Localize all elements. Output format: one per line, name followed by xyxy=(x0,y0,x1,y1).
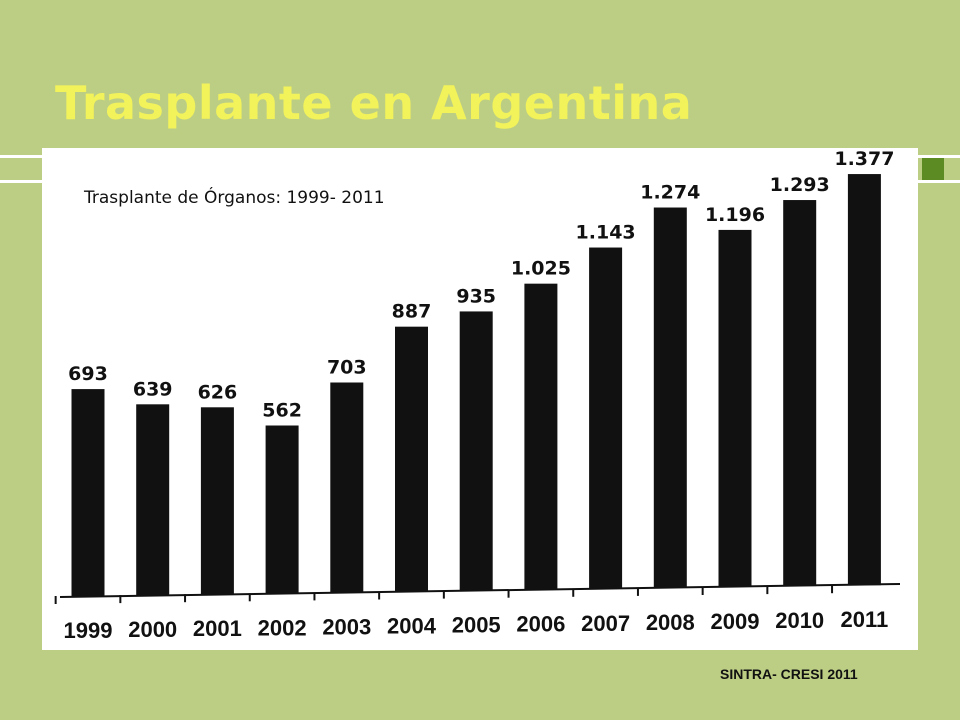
category-label: 2010 xyxy=(775,608,824,633)
bar-chart: 693 1999 639 2000 626 2001 562 2002 703 2003 887 20… xyxy=(54,148,901,643)
decorative-rule-right xyxy=(918,155,960,183)
slide-title: Trasplante en Argentina xyxy=(55,76,693,130)
bar-2004 xyxy=(395,326,428,592)
category-label: 2007 xyxy=(581,611,630,636)
category-label: 2009 xyxy=(711,609,760,634)
category-label: 2002 xyxy=(258,615,307,640)
accent-square xyxy=(922,158,944,180)
chart-title: Trasplante de Órganos: 1999- 2011 xyxy=(84,188,385,208)
value-label: 1.196 xyxy=(705,204,765,226)
decorative-rule-left xyxy=(0,155,44,183)
value-label: 1.377 xyxy=(834,148,894,170)
bar-2001 xyxy=(200,407,234,595)
value-label: 1.274 xyxy=(640,182,700,204)
value-label: 693 xyxy=(68,363,108,385)
value-label: 1.293 xyxy=(770,174,830,196)
bar-2006 xyxy=(524,283,558,590)
bar-2003 xyxy=(330,382,364,593)
value-label: 1.143 xyxy=(576,222,636,244)
source-citation: SINTRA- CRESI 2011 xyxy=(720,666,858,682)
category-label: 2005 xyxy=(452,613,501,638)
category-label: 1999 xyxy=(64,618,113,643)
value-label: 703 xyxy=(327,357,367,379)
bar-2005 xyxy=(459,311,493,591)
chart-panel: 693 1999 639 2000 626 2001 562 2002 703 2003 887 20… xyxy=(42,148,918,650)
value-label: 626 xyxy=(198,381,238,403)
bar-2008 xyxy=(653,207,687,588)
bar-2009 xyxy=(718,229,752,587)
bar-2010 xyxy=(783,200,817,587)
value-label: 562 xyxy=(262,400,302,422)
category-label: 2011 xyxy=(841,607,889,632)
category-label: 2004 xyxy=(387,614,437,639)
bar-2007 xyxy=(589,247,623,589)
value-label: 887 xyxy=(392,301,432,323)
bar-2011 xyxy=(847,174,881,586)
category-label: 2001 xyxy=(193,616,242,641)
category-label: 2008 xyxy=(646,610,695,635)
bar-2000 xyxy=(136,404,170,596)
category-label: 2006 xyxy=(516,612,565,637)
category-label: 2003 xyxy=(322,614,371,639)
bar-2002 xyxy=(265,425,299,594)
value-label: 639 xyxy=(133,378,173,400)
value-label: 935 xyxy=(456,285,496,307)
value-label: 1.025 xyxy=(511,258,571,280)
category-label: 2000 xyxy=(128,617,177,642)
bar-1999 xyxy=(71,389,105,596)
